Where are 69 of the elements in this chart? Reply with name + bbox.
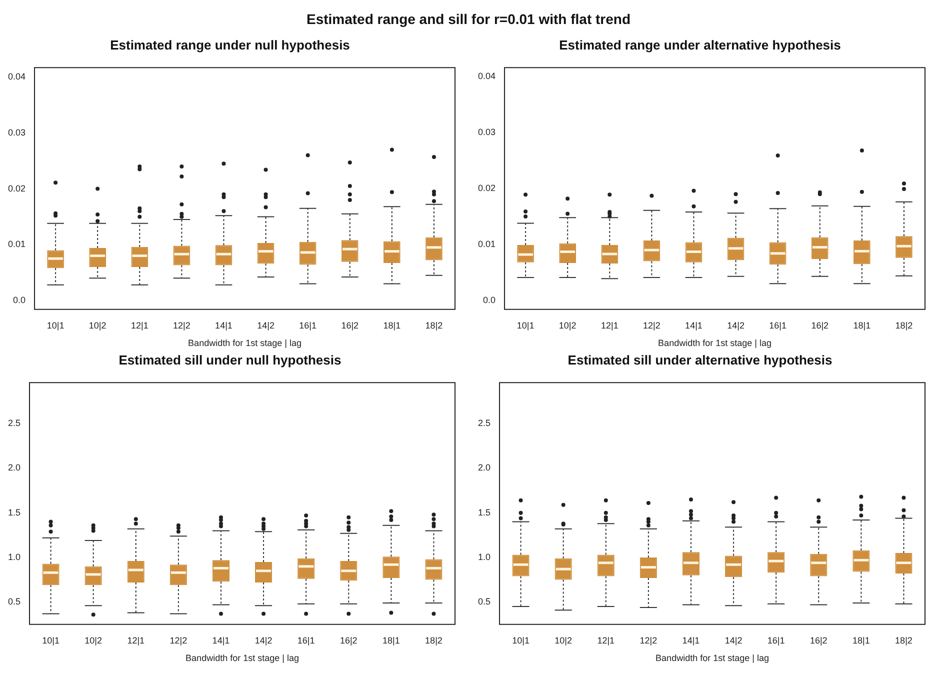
x-tick-label: 14|1 xyxy=(212,635,230,646)
x-tick-label: 12|1 xyxy=(597,635,615,646)
x-tick-label: 16|1 xyxy=(769,320,787,330)
x-tick-label: 12|2 xyxy=(173,320,190,330)
x-tick-label: 18|2 xyxy=(425,635,442,646)
text: Estimated range and sill for r=0.01 with flat trend xyxy=(306,11,631,27)
chart-title: Estimated range under alternative hypothesis xyxy=(559,37,841,52)
x-tick-label: 14|1 xyxy=(215,320,232,330)
y-tick-label: 0.01 xyxy=(478,238,496,249)
chart-title: Estimated sill under alternative hypothesis xyxy=(568,352,832,368)
x-axis-title: Bandwidth for 1st stage | lag xyxy=(656,653,769,664)
y-tick-label: 0.03 xyxy=(478,127,496,138)
x-tick-label: 18|1 xyxy=(383,320,401,330)
x-tick-label: 12|2 xyxy=(170,635,188,646)
x-tick-label: 14|1 xyxy=(682,635,700,646)
x-tick-label: 16|1 xyxy=(299,320,317,330)
y-tick-label: 0.01 xyxy=(8,239,26,250)
y-tick-label: 0.5 xyxy=(478,596,491,607)
x-tick-label: 14|2 xyxy=(724,635,742,646)
x-tick-label: 14|2 xyxy=(727,320,744,330)
x-tick-label: 10|1 xyxy=(42,635,60,646)
x-tick-label: 10|2 xyxy=(558,320,576,330)
y-tick-label: 0.04 xyxy=(8,72,26,82)
y-tick-label: 2.0 xyxy=(478,462,491,473)
x-tick-label: 14|1 xyxy=(685,320,702,330)
y-tick-label: 0.0 xyxy=(483,294,496,305)
x-tick-label: 16|2 xyxy=(811,320,829,330)
y-tick-label: 0.0 xyxy=(13,294,26,305)
x-axis-title: Bandwidth for 1st stage | lag xyxy=(188,338,302,348)
y-tick-label: 2.5 xyxy=(8,418,21,428)
x-tick-label: 12|2 xyxy=(643,320,660,330)
x-axis-title: Bandwidth for 1st stage | lag xyxy=(658,338,772,348)
y-tick-label: 0.02 xyxy=(478,182,496,193)
x-tick-label: 10|1 xyxy=(516,320,534,330)
x-tick-label: 10|2 xyxy=(84,635,102,646)
x-tick-label: 14|2 xyxy=(257,320,274,330)
x-tick-label: 10|2 xyxy=(88,320,106,330)
y-tick-label: 1.5 xyxy=(8,507,21,518)
x-tick-label: 14|2 xyxy=(254,635,272,646)
x-tick-label: 12|2 xyxy=(640,635,658,646)
y-tick-label: 0.02 xyxy=(8,183,26,194)
x-tick-label: 16|1 xyxy=(767,635,785,646)
x-tick-label: 18|1 xyxy=(852,635,870,646)
chart-title: Estimated range under null hypothesis xyxy=(110,37,350,52)
y-tick-label: 2.0 xyxy=(8,462,21,473)
x-tick-label: 16|2 xyxy=(341,320,359,330)
x-tick-label: 18|2 xyxy=(895,320,913,330)
x-tick-label: 12|1 xyxy=(127,635,145,646)
x-tick-label: 12|1 xyxy=(130,320,148,330)
chart-title: Estimated sill under null hypothesis xyxy=(118,352,342,368)
y-tick-label: 2.5 xyxy=(478,418,491,428)
x-tick-label: 10|1 xyxy=(46,320,64,330)
x-tick-label: 10|2 xyxy=(554,635,572,646)
x-axis-title: Bandwidth for 1st stage | lag xyxy=(186,653,299,664)
x-tick-label: 18|1 xyxy=(853,320,871,330)
y-tick-label: 1.0 xyxy=(8,552,21,562)
x-tick-label: 12|1 xyxy=(600,320,618,330)
y-tick-label: 0.5 xyxy=(8,596,21,607)
x-tick-label: 18|1 xyxy=(382,635,400,646)
x-tick-label: 16|2 xyxy=(810,635,828,646)
x-tick-label: 10|1 xyxy=(512,635,530,646)
x-tick-label: 16|2 xyxy=(340,635,358,646)
y-tick-label: 0.03 xyxy=(8,127,26,138)
x-tick-label: 18|2 xyxy=(895,635,912,646)
y-tick-label: 1.0 xyxy=(478,552,491,562)
x-tick-label: 18|2 xyxy=(425,320,443,330)
y-tick-label: 0.04 xyxy=(478,71,496,82)
y-tick-label: 1.5 xyxy=(478,507,491,518)
x-tick-label: 16|1 xyxy=(297,635,315,646)
